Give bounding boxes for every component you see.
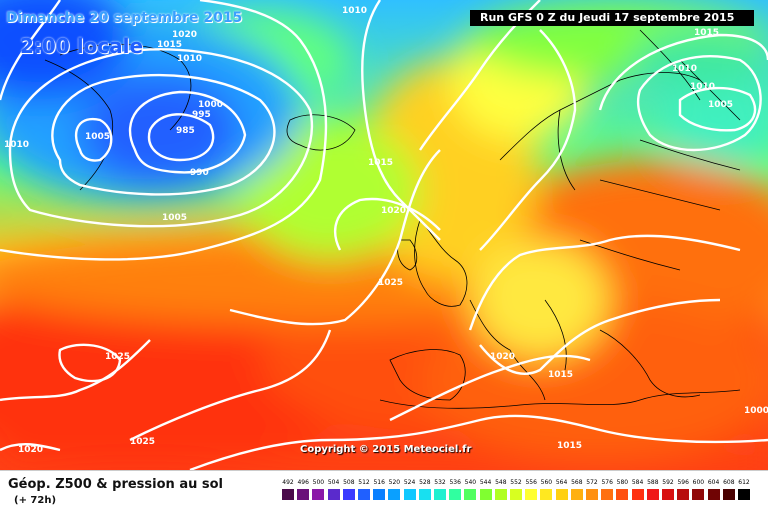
scale-swatch xyxy=(312,489,325,500)
scale-swatch xyxy=(297,489,310,500)
isobar-label: 1000 xyxy=(744,406,768,416)
scale-tick-label: 548 xyxy=(495,479,507,486)
scale-swatch xyxy=(434,489,446,500)
scale-swatch xyxy=(722,489,735,500)
isobar-label: 1005 xyxy=(85,132,111,142)
scale-swatch xyxy=(373,489,386,500)
scale-swatch xyxy=(692,489,705,500)
scale-tick-label: 564 xyxy=(555,479,568,486)
isobar-label: 1005 xyxy=(162,213,188,223)
scale-tick-label: 508 xyxy=(343,479,355,486)
scale-tick-label: 536 xyxy=(449,479,461,486)
isobar-label: 985 xyxy=(176,126,195,136)
scale-tick-label: 604 xyxy=(707,479,720,486)
scale-tick-label: 540 xyxy=(464,479,477,486)
scale-tick-label: 492 xyxy=(282,479,294,486)
scale-swatch xyxy=(616,489,629,500)
forecast-lead-time: (+ 72h) xyxy=(14,495,57,506)
scale-swatch xyxy=(738,489,750,500)
scale-swatch xyxy=(388,489,401,500)
scale-swatch xyxy=(418,489,431,500)
isobar-label: 1015 xyxy=(157,40,183,50)
scale-tick-label: 588 xyxy=(647,479,659,486)
scale-swatch xyxy=(494,489,507,500)
scale-swatch xyxy=(631,489,644,500)
isobar-label: 1015 xyxy=(557,441,583,451)
scale-swatch xyxy=(662,489,674,500)
isobar-label: 1020 xyxy=(18,445,44,455)
scale-swatch xyxy=(510,489,522,500)
scale-tick-label: 528 xyxy=(419,479,431,486)
scale-swatch xyxy=(449,489,462,500)
scale-tick-label: 580 xyxy=(616,479,629,486)
isobar-label: 1010 xyxy=(690,82,716,92)
scale-swatch xyxy=(677,489,690,500)
isobar-label: 1020 xyxy=(172,30,198,40)
scale-tick-label: 584 xyxy=(631,479,644,486)
scale-swatch xyxy=(342,489,355,500)
scale-swatch xyxy=(479,489,492,500)
scale-tick-label: 500 xyxy=(312,479,325,486)
scale-swatch xyxy=(555,489,568,500)
scale-tick-label: 608 xyxy=(723,479,735,486)
scale-swatch xyxy=(525,489,538,500)
map-footer: Géop. Z500 & pression au sol (+ 72h) 492… xyxy=(0,470,768,513)
scale-swatch xyxy=(646,489,659,500)
isobar-label: 1010 xyxy=(177,54,203,64)
scale-tick-label: 556 xyxy=(525,479,537,486)
geopotential-field xyxy=(0,0,768,470)
scale-swatch xyxy=(570,489,583,500)
scale-tick-label: 496 xyxy=(297,479,309,486)
copyright-notice: Copyright © 2015 Meteociel.fr xyxy=(300,444,472,455)
isobars xyxy=(0,0,768,470)
scale-tick-label: 568 xyxy=(571,479,583,486)
model-run-label: Run GFS 0 Z du Jeudi 17 septembre 2015 xyxy=(470,10,754,26)
weather-map: 1010 1020 1015 1010 1005 1010 995 1000 9… xyxy=(0,0,768,470)
scale-swatch xyxy=(586,489,598,500)
isobar-label: 1020 xyxy=(381,206,407,216)
forecast-time: 2:00 locale xyxy=(20,34,144,58)
scale-tick-label: 596 xyxy=(677,479,689,486)
isobar-label: 1025 xyxy=(130,437,156,447)
isobar-label: 1015 xyxy=(548,370,574,380)
scale-tick-label: 524 xyxy=(403,479,416,486)
isobar-label: 1025 xyxy=(378,278,404,288)
scale-tick-label: 560 xyxy=(540,479,553,486)
map-title: Géop. Z500 & pression au sol xyxy=(8,477,223,492)
isobar-label: 1015 xyxy=(694,28,720,38)
isobar-label: 1010 xyxy=(342,6,368,16)
scale-swatch xyxy=(464,489,477,500)
isobar-label: 1005 xyxy=(708,100,734,110)
scale-tick-label: 544 xyxy=(479,479,492,486)
scale-swatch xyxy=(707,489,720,500)
scale-tick-label: 600 xyxy=(692,479,705,486)
scale-tick-label: 512 xyxy=(358,479,370,486)
isobar-label: 1000 xyxy=(198,100,224,110)
forecast-date: Dimanche 20 septembre 2015 xyxy=(6,10,243,26)
scale-swatch xyxy=(403,489,416,500)
scale-tick-label: 532 xyxy=(434,479,446,486)
isobar-label: 995 xyxy=(192,110,211,120)
isobar-label: 1025 xyxy=(105,352,131,362)
scale-tick-label: 612 xyxy=(738,479,750,486)
scale-tick-label: 572 xyxy=(586,479,598,486)
scale-tick-label: 592 xyxy=(662,479,674,486)
scale-swatch xyxy=(601,489,614,500)
isobar-label: 990 xyxy=(190,168,209,178)
scale-swatch xyxy=(282,489,294,500)
scale-tick-label: 576 xyxy=(601,479,613,486)
isobar-label: 1010 xyxy=(4,140,30,150)
scale-tick-label: 504 xyxy=(327,479,340,486)
scale-swatch xyxy=(540,489,553,500)
isobar-label: 1020 xyxy=(490,352,516,362)
scale-tick-label: 520 xyxy=(388,479,401,486)
scale-tick-label: 552 xyxy=(510,479,522,486)
scale-swatch xyxy=(327,489,340,500)
isobar-label: 1010 xyxy=(672,64,698,74)
isobar-label: 1015 xyxy=(368,158,394,168)
scale-tick-label: 516 xyxy=(373,479,385,486)
scale-swatch xyxy=(358,489,370,500)
